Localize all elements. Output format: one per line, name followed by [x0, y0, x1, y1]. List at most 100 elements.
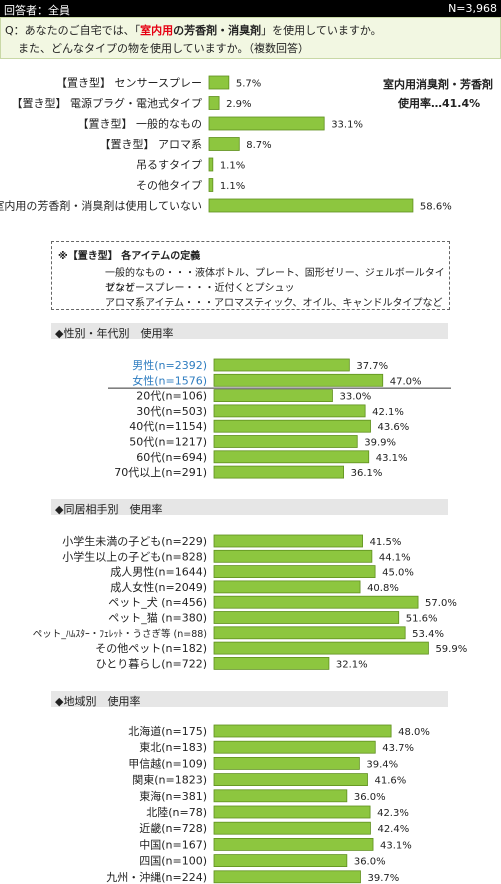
category-label: ひとり暮らし(n=722): [96, 656, 207, 670]
value-label: 1.1%: [220, 181, 245, 192]
category-label: 北海道(n=175): [128, 724, 207, 738]
value-label: 2.9%: [226, 99, 251, 110]
value-label: 58.6%: [420, 202, 452, 213]
value-label: 36.0%: [354, 792, 386, 803]
bar: [213, 565, 376, 578]
category-label: 70代以上(n=291): [114, 466, 207, 479]
value-label: 1.1%: [220, 161, 245, 172]
value-label: 41.6%: [375, 776, 407, 787]
value-label: 36.1%: [351, 468, 383, 479]
category-label: 50代(n=1217): [129, 436, 207, 449]
definition-box: ※【置き型】 各アイテムの定義 一般的なもの・・・液体ボトル、プレート、固形ゼリ…: [51, 241, 450, 310]
category-label: 北陸(n=78): [146, 806, 207, 819]
category-label: 甲信越(n=109): [128, 756, 207, 770]
bar: [213, 773, 368, 786]
bar: [213, 611, 400, 624]
category-label: ペット_犬 (n=456): [108, 595, 207, 609]
section-title: ◆性別・年代別 使用率: [55, 327, 174, 340]
value-label: 39.7%: [367, 873, 399, 884]
category-label: 40代(n=1154): [129, 420, 207, 433]
category-label: 東北(n=183): [139, 741, 207, 754]
question-quote-close: 」: [261, 24, 273, 37]
category-label: 【置き型】 一般的なもの: [78, 117, 203, 131]
category-label: 九州・沖縄(n=224): [106, 870, 207, 884]
category-label: 20代(n=106): [136, 390, 207, 403]
bar: [208, 75, 230, 90]
section-title: ◆地域別 使用率: [55, 695, 141, 708]
bar: [213, 838, 374, 851]
value-label: 42.3%: [377, 808, 409, 819]
bar: [208, 96, 220, 110]
summary-title: 室内用消臭剤・芳香剤: [383, 78, 493, 91]
value-label: 39.4%: [366, 759, 398, 770]
bar: [208, 137, 240, 151]
value-label: 5.7%: [236, 79, 261, 90]
value-label: 36.0%: [354, 857, 386, 868]
question-box: Q：あなたのご自宅では、「室内用の芳香剤・消臭剤」を使用していますか。 また、ど…: [0, 17, 501, 59]
section-title: ◆同居相手別 使用率: [55, 503, 163, 516]
category-label: 成人女性(n=2049): [110, 580, 207, 594]
bar: [213, 465, 344, 479]
category-label: 女性(n=1576): [132, 373, 207, 387]
value-label: 44.1%: [379, 552, 411, 563]
category-label: 小学生未満の子ども(n=229): [62, 534, 207, 548]
header-bar: 回答者：全員 N=3,968: [0, 0, 501, 17]
category-label: 室内用の芳香剤・消臭剤は使用していない: [0, 199, 202, 213]
value-label: 59.9%: [435, 644, 467, 655]
value-label: 40.8%: [367, 583, 399, 594]
value-label: 45.0%: [382, 568, 414, 579]
question-line-2: また、どんなタイプの物を使用していますか。（複数回答）: [18, 42, 309, 55]
bar: [213, 534, 363, 548]
bar: [213, 450, 370, 464]
question-highlight-bold: の芳香剤・消臭剤: [173, 24, 262, 37]
question-suffix: を使用していますか。: [272, 24, 382, 37]
bar: [213, 641, 429, 655]
category-label: 中国(n=167): [139, 838, 207, 851]
category-label: その他ペット(n=182): [95, 642, 207, 655]
bar: [208, 157, 214, 172]
bar: [213, 549, 373, 563]
value-label: 48.0%: [398, 727, 430, 738]
category-label: 東海(n=381): [139, 789, 207, 803]
bar: [213, 358, 350, 372]
category-label: 男性(n=2392): [132, 358, 207, 372]
value-label: 33.1%: [331, 120, 363, 131]
value-label: 51.6%: [406, 614, 438, 625]
bar: [213, 740, 376, 754]
category-label: その他タイプ: [136, 179, 202, 192]
category-label: ペット_猫 (n=380): [108, 612, 207, 625]
question-quote-open: 「: [134, 24, 141, 37]
value-label: 37.7%: [356, 361, 388, 372]
value-label: 47.0%: [390, 376, 422, 387]
definition-line-3: アロマ系アイテム・・・アロマスティック、オイル、キャンドルタイプなど: [105, 298, 443, 309]
bar: [213, 626, 406, 640]
category-label: 【置き型】 アロマ系: [100, 137, 203, 151]
definition-line-1: 一般的なもの・・・液体ボトル、プレート、固形ゼリー、ジェルボールタイプなど: [105, 268, 445, 294]
bar: [213, 854, 348, 867]
bar: [208, 116, 325, 131]
category-label: 30代(n=503): [136, 405, 207, 418]
category-label: ペット_ﾊﾑｽﾀｰ・ﾌｪﾚｯﾄ・うさぎ等 (n=88): [33, 628, 207, 640]
bar: [213, 757, 360, 770]
bar: [213, 580, 361, 594]
value-label: 53.4%: [412, 629, 444, 640]
definition-line-2: センサースプレー・・・近付くとプシュッ: [105, 283, 295, 294]
category-label: 【置き型】 電源プラグ・電池式タイプ: [12, 96, 203, 110]
category-label: 【置き型】 センサースプレー: [56, 76, 202, 90]
section-header-region: ◆地域別 使用率: [51, 691, 448, 708]
section-header-household: ◆同居相手別 使用率: [51, 499, 448, 516]
bar: [213, 404, 366, 418]
value-label: 42.1%: [372, 407, 404, 418]
category-label: 60代(n=694): [136, 451, 207, 464]
bar: [213, 373, 384, 387]
value-label: 42.4%: [377, 824, 409, 835]
value-label: 43.7%: [382, 743, 414, 754]
bar: [213, 821, 371, 835]
value-label: 43.6%: [378, 422, 410, 433]
value-label: 43.1%: [376, 453, 408, 464]
summary-rate: 使用率…41.4%: [398, 97, 481, 110]
question-prefix: Q：あなたのご自宅では、: [5, 24, 135, 37]
value-label: 43.1%: [380, 840, 412, 851]
section-header-gender-age: ◆性別・年代別 使用率: [51, 323, 448, 340]
